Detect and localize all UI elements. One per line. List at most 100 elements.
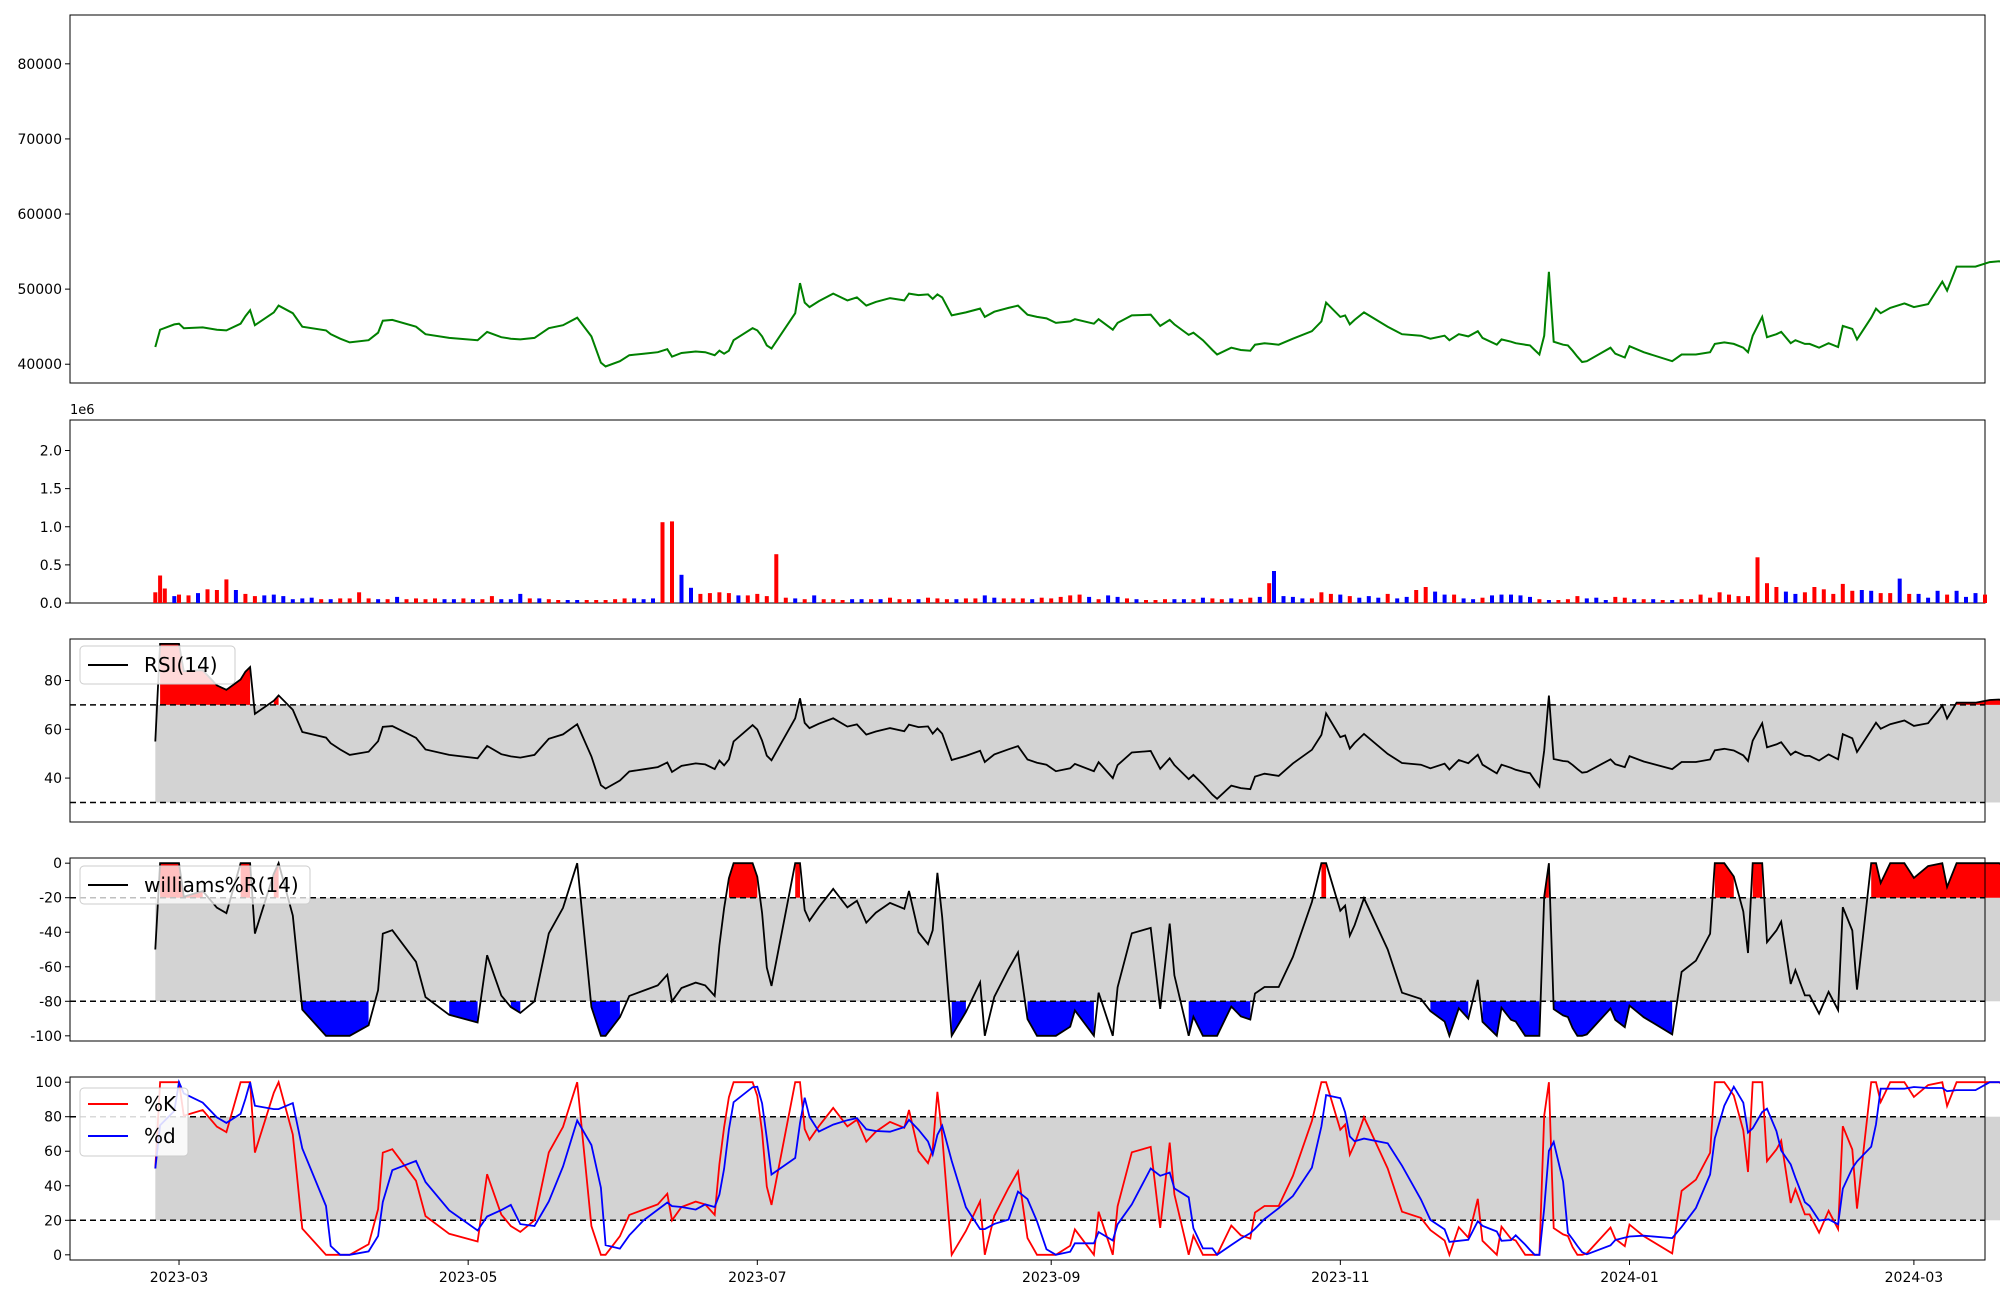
volume-bar [338,598,343,603]
volume-bar [252,596,257,603]
volume-bar [1622,597,1627,603]
x-axis: 2023-03 2023-05 2023-07 2023-09 2023-11 2024-… [150,1260,1943,1286]
stochastic-legend: %K %d [79,1087,189,1157]
volume-bar [433,598,437,603]
x-tick-label: 2023-11 [1311,1270,1370,1286]
volume-bar [1480,597,1485,603]
volume-bar [1907,593,1912,603]
volume-bar [1698,594,1703,603]
volume-bar [651,598,655,603]
volume-bar [1219,599,1224,603]
volume-bar [1490,595,1494,603]
volume-bar [1338,594,1343,603]
volume-bar [1518,595,1523,603]
volume-bar [177,594,181,603]
volume-bar [982,595,987,603]
volume-bar [395,596,400,603]
k-line [154,1079,2000,1258]
volume-bar [793,598,798,603]
volume-bar [319,599,324,603]
volume-bar [1945,594,1950,603]
volume-bar [1556,600,1561,603]
volume-ytick-label: 0.5 [40,558,62,574]
volume-bar [1347,596,1352,603]
williams-r-panel: -100 -80 -60 -40 -20 0 [30,856,2000,1045]
price-ytick-label: 80000 [17,57,62,73]
volume-bar [850,599,855,603]
volume-bar [584,600,589,603]
volume-bar [271,594,276,603]
volume-bar [1973,593,1978,603]
volume-bar [153,592,158,603]
volume-bar [357,592,362,603]
williams-oversold-fill [449,1001,478,1023]
volume-bar [1926,597,1931,603]
volume-bar [243,593,248,603]
volume-bar [233,590,238,603]
volume-bar [1793,593,1798,603]
volume-bar [963,598,968,603]
williams-oversold-fill [1553,1001,1673,1036]
volume-bar [1679,599,1684,603]
volume-bar [499,599,504,603]
volume-bar [1888,593,1893,603]
volume-bar [414,598,418,603]
volume-panel: 1e6 0.0 0.5 1.0 1.5 2.0 [40,403,1987,612]
volume-bar [1238,599,1243,603]
volume-bar [1049,598,1054,603]
volume-bar [698,593,703,603]
volume-bar [556,600,561,603]
volume-bar [518,593,523,603]
volume-bar [1964,596,1968,603]
volume-bar [1528,596,1532,603]
volume-bar [1366,596,1371,603]
volume-bar [869,599,874,603]
volume-bar [1267,583,1272,603]
volume-bar [821,599,826,603]
volume-bar [717,592,722,603]
x-tick-label: 2024-01 [1600,1270,1659,1286]
rsi-line [154,643,2000,801]
volume-bar [224,579,229,603]
volume-bar [172,596,177,603]
williams-oversold-fill [1430,1001,1469,1036]
volume-bar [508,599,513,603]
volume-bar [1257,596,1262,603]
volume-bar [1537,599,1542,603]
volume-bar [1831,593,1836,603]
volume-bar [613,599,618,603]
volume-bar [594,600,599,603]
volume-bar [1660,600,1665,603]
volume-bar [366,598,371,603]
volume-bar [689,587,693,604]
volume-bar [1565,599,1570,603]
volume-bar [1859,590,1864,603]
volume-bar [546,599,551,603]
volume-bar [1499,594,1504,603]
x-tick-label: 2023-05 [439,1270,498,1286]
volume-bar [461,598,466,603]
volume-bar [489,596,494,603]
volume-bar [1783,591,1788,603]
williams-oversold-fill [1027,1001,1094,1036]
volume-bar [1442,594,1447,603]
volume-bar [1376,597,1381,603]
x-tick-label: 2023-03 [150,1270,209,1286]
volume-bar [1765,583,1769,603]
volume-bar [1172,599,1177,603]
volume-ytick-label: 0.0 [40,596,62,612]
volume-axes-frame [69,419,1986,604]
volume-bar [1030,599,1035,603]
volume-bar [328,599,333,603]
d-legend-label: %d [144,1124,176,1148]
price-panel: 40000 50000 60000 70000 80000 [17,14,2000,384]
k-legend-label: %K [144,1092,177,1116]
volume-bar [290,599,295,603]
volume-bar [281,596,286,603]
volume-bar [926,597,930,603]
volume-bar [565,600,570,603]
williams-axes-frame [69,857,1986,1042]
volume-bar [1651,599,1656,603]
price-ytick-label: 70000 [17,132,62,148]
